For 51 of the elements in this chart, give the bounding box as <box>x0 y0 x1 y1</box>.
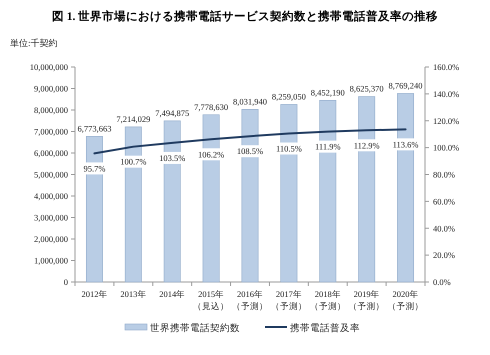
data-label: 7,494,875 <box>155 108 190 118</box>
y2-tick-label: 120.0% <box>433 116 460 126</box>
y2-tick-label: 20.0% <box>433 250 455 260</box>
chart-title: 図 1. 世界市場における携帯電話サービス契約数と携帯電話普及率の推移 <box>52 9 438 23</box>
data-label: 112.9% <box>354 140 380 150</box>
x-tick-label: 2012年 <box>81 289 108 299</box>
x-tick-label: 2020年（予測） <box>388 289 424 311</box>
data-label: 8,625,370 <box>350 84 384 94</box>
y2-tick-label: 140.0% <box>433 88 460 99</box>
legend-label: 携帯電話普及率 <box>290 322 360 334</box>
y2-tick-label: 0.0% <box>433 277 451 287</box>
data-label: 8,452,190 <box>310 87 345 98</box>
data-label: 111.9% <box>314 142 341 152</box>
y-tick-label: 9,000,000 <box>34 84 68 94</box>
y-tick-label: 10,000,000 <box>30 62 68 72</box>
y-tick-label: 5,000,000 <box>34 170 68 180</box>
data-label: 108.5% <box>236 146 264 156</box>
data-label: 7,214,029 <box>116 114 150 124</box>
data-label: 8,031,940 <box>233 96 267 106</box>
x-tick-label: 2014年 <box>159 289 186 299</box>
y2-tick-label: 80.0% <box>433 170 455 180</box>
x-tick-label: 2016年（予測） <box>232 289 268 311</box>
y-tick-label: 4,000,000 <box>34 191 68 201</box>
data-label: 100.7% <box>120 156 146 167</box>
x-tick-label: 2019年（予測） <box>348 289 385 311</box>
y2-tick-label: 60.0% <box>433 196 455 206</box>
y-tick-label: 2,000,000 <box>34 234 68 244</box>
data-label: 8,769,240 <box>388 80 423 90</box>
y-tick-label: 6,000,000 <box>34 148 68 158</box>
y-tick-label: 8,000,000 <box>34 105 68 115</box>
data-label: 95.7% <box>83 163 106 174</box>
y2-tick-label: 160.0% <box>433 62 460 72</box>
x-tick-label: 2017年（予測） <box>270 289 307 311</box>
y2-tick-label: 40.0% <box>433 223 455 234</box>
y-tick-label: 0 <box>64 277 68 287</box>
y2-tick-label: 100.0% <box>433 142 460 153</box>
legend-label: 世界携帯電話契約数 <box>150 322 240 334</box>
x-tick-label: 2015年（見込） <box>193 289 230 311</box>
data-label: 6,773,663 <box>77 123 112 134</box>
y-tick-label: 1,000,000 <box>34 256 68 266</box>
y-tick-label: 3,000,000 <box>34 212 68 222</box>
data-label: 106.2% <box>198 149 224 160</box>
x-tick-label: 2018年（予測） <box>310 289 346 311</box>
data-label: 7,778,630 <box>194 102 228 112</box>
data-label: 103.5% <box>159 152 186 163</box>
data-label: 113.6% <box>392 139 418 150</box>
y-axis-title: 単位:千契約 <box>10 38 58 48</box>
x-tick-label: 2013年 <box>120 289 146 299</box>
data-label: 8,259,050 <box>272 91 306 102</box>
y-tick-label: 7,000,000 <box>34 126 68 136</box>
data-label: 110.5% <box>276 144 302 154</box>
